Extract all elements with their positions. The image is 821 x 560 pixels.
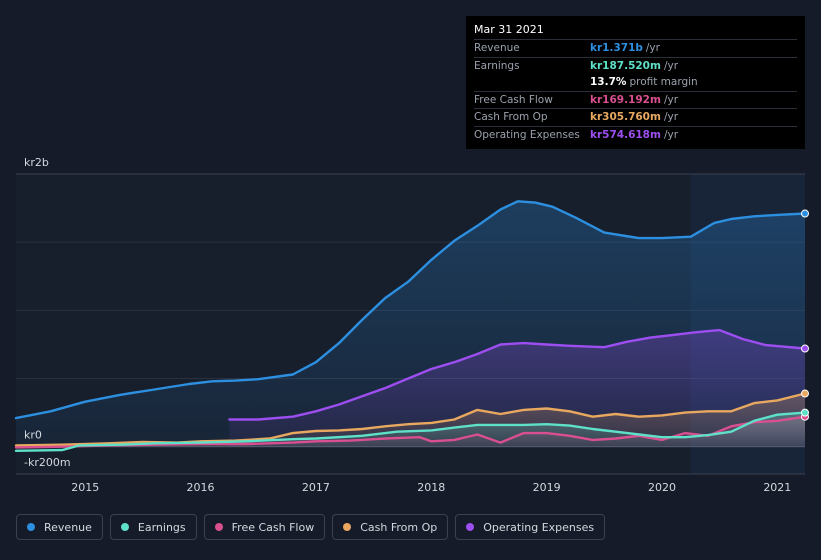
tooltip-date: Mar 31 2021 [474,23,544,36]
legend-label: Cash From Op [360,520,438,534]
x-tick-label: 2021 [763,481,791,494]
legend-label: Free Cash Flow [231,520,315,534]
revenue-line [14,200,807,420]
cash-from-op-line [14,392,807,447]
tooltip-row-value: 13.7% [590,76,627,89]
legend-label: Revenue [44,520,92,534]
x-tick-label: 2016 [187,481,215,494]
tooltip-row-value: kr305.760m [590,111,661,124]
x-tick-label: 2017 [302,481,330,494]
tooltip-row-value: kr187.520m [590,59,661,72]
tooltip-row-label: Earnings [474,59,520,72]
earnings-end-marker[interactable] [801,408,809,417]
legend-earnings-toggle[interactable]: Earnings [109,514,197,540]
tooltip-row: Cash From Op kr305.760m/yr [474,108,797,126]
tooltip-row-label: Free Cash Flow [474,93,553,106]
tooltip-row-unit: /yr [663,111,679,124]
chart-tooltip: Mar 31 2021 Revenue kr1.371b/yr Earnings kr… [466,16,805,149]
chart-series [14,200,809,452]
y-axis-zero-label: kr0 [24,429,42,442]
legend-label: Operating Expenses [483,520,595,534]
cash-from-op-end-marker[interactable] [801,389,809,398]
legend-dot-icon [343,523,352,531]
tooltip-row-unit: /yr [645,42,660,54]
tooltip-row-label: Revenue [474,42,520,54]
tooltip-row: Earnings kr187.520m/yr [474,56,797,75]
financial-area-chart: kr2b kr0 -kr200m 2015 2016 2017 2018 2019 202… [14,156,809,494]
x-tick-label: 2020 [648,481,676,494]
tooltip-row-label: Operating Expenses [474,128,580,141]
earnings-line [14,411,807,452]
chart-legend: Revenue Earnings Free Cash Flow Cash From O… [16,514,606,540]
operating-expenses-end-marker[interactable] [801,344,809,353]
tooltip-row-value: kr574.618m [590,128,661,141]
tooltip-row: 13.7% profit margin [474,74,797,91]
y-axis-bottom-label: -kr200m [24,456,71,469]
tooltip-row: Free Cash Flow kr169.192m/yr [474,90,797,109]
tooltip-row: Operating Expenses kr574.618m/yr [474,125,797,144]
tooltip-row-label [474,74,590,91]
tooltip-row: Revenue kr1.371b/yr [474,39,797,57]
legend-dot-icon [214,523,223,531]
legend-operating-expenses-toggle[interactable]: Operating Expenses [455,514,606,540]
legend-cash-from-op-toggle[interactable]: Cash From Op [332,514,449,540]
legend-label: Earnings [137,520,186,534]
x-tick-label: 2019 [533,481,561,494]
tooltip-row-unit: /yr [663,93,679,106]
tooltip-row-value: kr1.371b [590,42,643,54]
tooltip-row-value: kr169.192m [590,93,661,106]
legend-dot-icon [120,523,129,531]
tooltip-row-unit: /yr [663,128,679,141]
x-tick-label: 2018 [417,481,445,494]
chart-axes: kr2b kr0 -kr200m 2015 2016 2017 2018 2019 202… [24,156,791,494]
x-tick-label: 2015 [71,481,99,494]
legend-dot-icon [27,523,35,531]
revenue-end-marker[interactable] [801,209,809,218]
legend-free-cash-flow-toggle[interactable]: Free Cash Flow [203,514,326,540]
tooltip-row-label: Cash From Op [474,111,548,124]
tooltip-row-unit: /yr [663,59,679,72]
operating-expenses-line [228,328,807,421]
legend-revenue-toggle[interactable]: Revenue [16,514,103,540]
free-cash-flow-line [14,415,807,449]
y-axis-top-label: kr2b [24,156,49,169]
legend-dot-icon [466,523,475,531]
tooltip-row-unit: profit margin [629,76,698,89]
